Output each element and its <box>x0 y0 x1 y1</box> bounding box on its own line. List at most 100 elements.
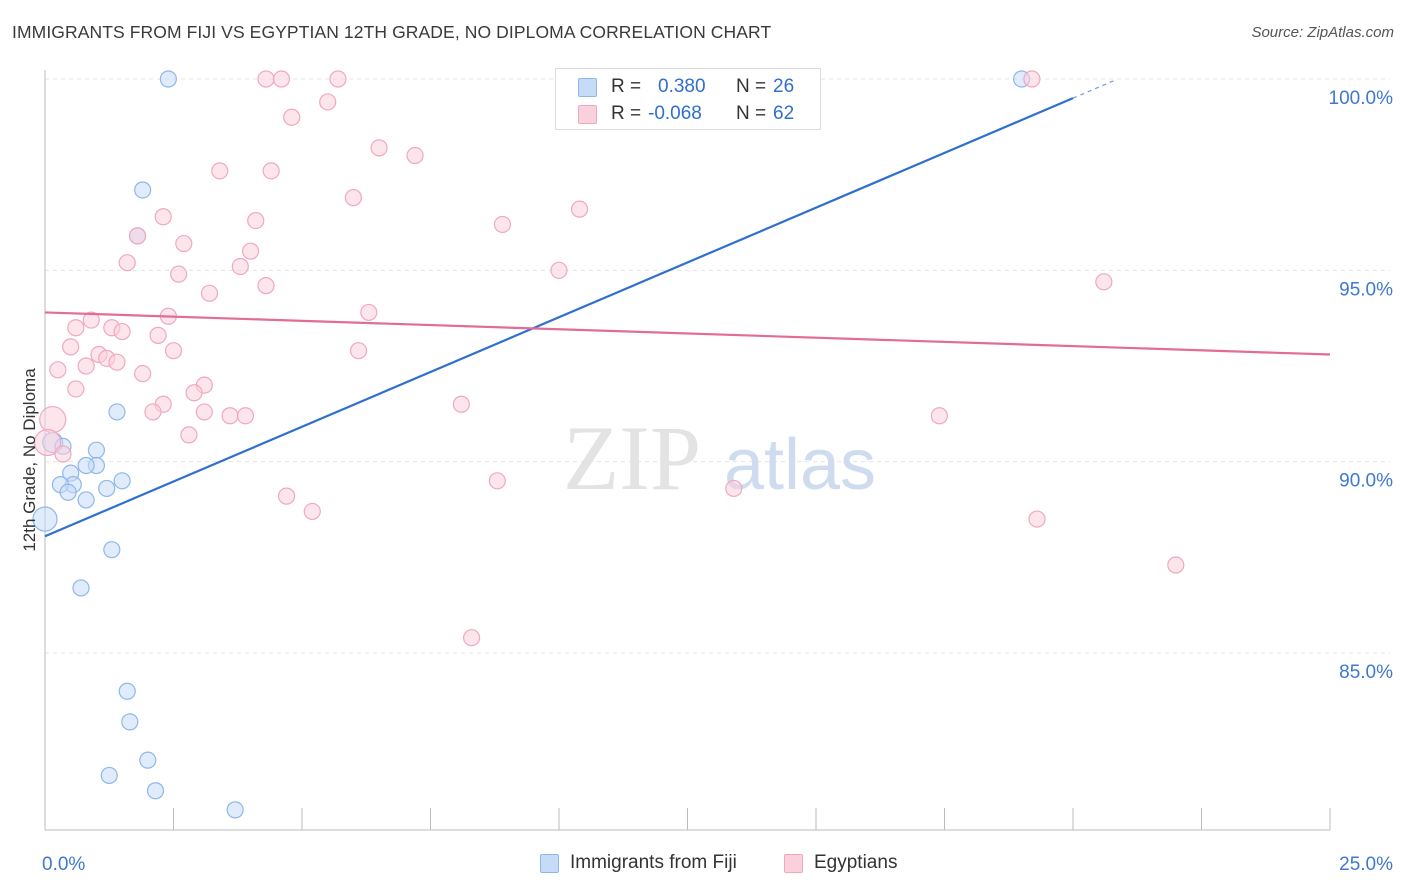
fiji-point-4 <box>108 403 126 421</box>
egyptians-point-50 <box>930 407 948 425</box>
egyptians-point-3 <box>1023 70 1041 88</box>
egyptians-point-47 <box>195 403 213 421</box>
egyptians-point-2 <box>329 70 347 88</box>
egyptians-point-37 <box>108 353 126 371</box>
watermark-atlas: atlas <box>724 425 876 505</box>
egyptians-point-48 <box>221 407 239 425</box>
legend-r-label: R = <box>611 103 642 124</box>
y-tick-label-1: 95.0% <box>1339 279 1393 300</box>
egyptians-point-57 <box>277 487 296 505</box>
tick-labels: 100.0% 95.0% 90.0% 85.0% 0.0% 25.0% <box>42 88 1393 875</box>
egyptians-point-4 <box>319 93 337 111</box>
egyptians-point-7 <box>406 146 424 165</box>
watermark-zip: ZIP <box>563 407 701 509</box>
y-tick-label-0: 100.0% <box>1329 88 1394 109</box>
egyptians-point-21 <box>170 265 188 283</box>
egyptians-point-45 <box>452 395 470 413</box>
egyptians-point-18 <box>118 254 136 272</box>
fiji-point-22 <box>139 751 157 769</box>
egyptians-point-13 <box>247 211 265 230</box>
egyptians-point-23 <box>257 277 275 295</box>
data-points <box>32 70 1185 819</box>
egyptians-point-33 <box>164 342 183 360</box>
egyptians-point-60 <box>1167 556 1185 574</box>
egyptians-point-43 <box>185 384 203 402</box>
fiji-point-24 <box>146 782 165 800</box>
legend-r-value-egyptians: -0.068 <box>648 103 702 124</box>
x-tick-label-0: 0.0% <box>42 854 85 875</box>
egyptians-point-59 <box>1028 510 1046 528</box>
egyptians-point-56 <box>725 479 743 498</box>
legend-n-label: N = <box>736 76 767 97</box>
egyptians-point-20 <box>550 261 568 279</box>
egyptians-point-42 <box>67 380 85 398</box>
egyptians-point-8 <box>211 162 229 180</box>
egyptians-point-11 <box>570 200 589 218</box>
egyptians-point-39 <box>49 361 67 379</box>
x-tick-label-1: 25.0% <box>1339 854 1393 875</box>
egyptians-point-9 <box>262 162 280 180</box>
egyptians-point-17 <box>242 242 260 260</box>
egyptians-point-5 <box>283 108 301 126</box>
y-tick-label-3: 85.0% <box>1339 662 1393 683</box>
egyptians-point-12 <box>154 208 172 226</box>
fiji-point-16 <box>77 491 95 509</box>
egyptians-point-32 <box>62 338 80 356</box>
egyptians-point-55 <box>488 472 506 490</box>
egyptians-point-22 <box>1095 273 1113 291</box>
egyptians-point-30 <box>113 322 131 341</box>
chart-title: IMMIGRANTS FROM FIJI VS EGYPTIAN 12TH GR… <box>12 22 772 42</box>
fiji-point-17 <box>32 506 58 532</box>
trend-lines <box>44 80 1331 538</box>
egyptians-point-24 <box>200 284 219 302</box>
legend-n-value-fiji: 26 <box>773 76 795 97</box>
watermark: ZIP atlas <box>563 407 876 509</box>
egyptians-point-1 <box>272 70 291 88</box>
fiji-point-18 <box>103 541 121 559</box>
bottom-legend-swatch-fiji <box>540 854 559 873</box>
egyptians-point-31 <box>149 326 167 344</box>
legend-swatch-egyptians <box>578 105 597 124</box>
egyptians-point-54 <box>54 445 72 463</box>
egyptians-point-53 <box>33 428 62 457</box>
y-axis-label: 12th Grade, No Diploma <box>20 368 39 552</box>
bottom-legend-label-fiji: Immigrants from Fiji <box>570 852 737 873</box>
egyptians-point-10 <box>344 189 362 207</box>
egyptians-point-14 <box>493 215 512 234</box>
legend-swatch-fiji <box>578 78 597 97</box>
egyptians-point-34 <box>349 342 368 360</box>
bottom-legend-label-egyptians: Egyptians <box>814 852 898 873</box>
fiji-point-7 <box>87 441 106 459</box>
egyptians-point-19 <box>231 257 249 276</box>
y-tick-label-2: 90.0% <box>1339 471 1393 492</box>
fiji-point-25 <box>226 801 244 819</box>
legend-r-label: R = <box>611 76 642 97</box>
egyptians-point-46 <box>144 403 162 421</box>
egyptians-point-0 <box>257 70 275 88</box>
fiji-point-10 <box>77 456 95 475</box>
fiji-point-0 <box>159 70 177 88</box>
grid-lines <box>45 78 1390 654</box>
fiji-trend-extension <box>1072 80 1115 99</box>
egyptians-point-15 <box>128 227 147 245</box>
egyptians-point-25 <box>360 303 378 322</box>
fiji-trend-line <box>44 97 1074 538</box>
fiji-point-21 <box>121 713 139 731</box>
egyptians-point-52 <box>180 426 198 444</box>
legend-n-label: N = <box>736 103 767 124</box>
egyptians-point-6 <box>370 139 388 157</box>
fiji-point-15 <box>98 479 116 498</box>
source-label: Source: ZipAtlas.com <box>1251 24 1394 41</box>
egyptians-point-58 <box>303 502 321 521</box>
egyptians-point-16 <box>175 234 193 253</box>
fiji-point-23 <box>100 766 118 785</box>
fiji-point-2 <box>134 181 152 199</box>
fiji-point-19 <box>72 579 90 597</box>
egyptians-point-40 <box>134 365 152 383</box>
legend-r-value-fiji: 0.380 <box>658 76 706 97</box>
egyptians-point-49 <box>236 407 255 425</box>
egyptians-point-61 <box>463 629 481 647</box>
fiji-point-12 <box>113 472 131 490</box>
egyptians-point-27 <box>82 311 100 329</box>
